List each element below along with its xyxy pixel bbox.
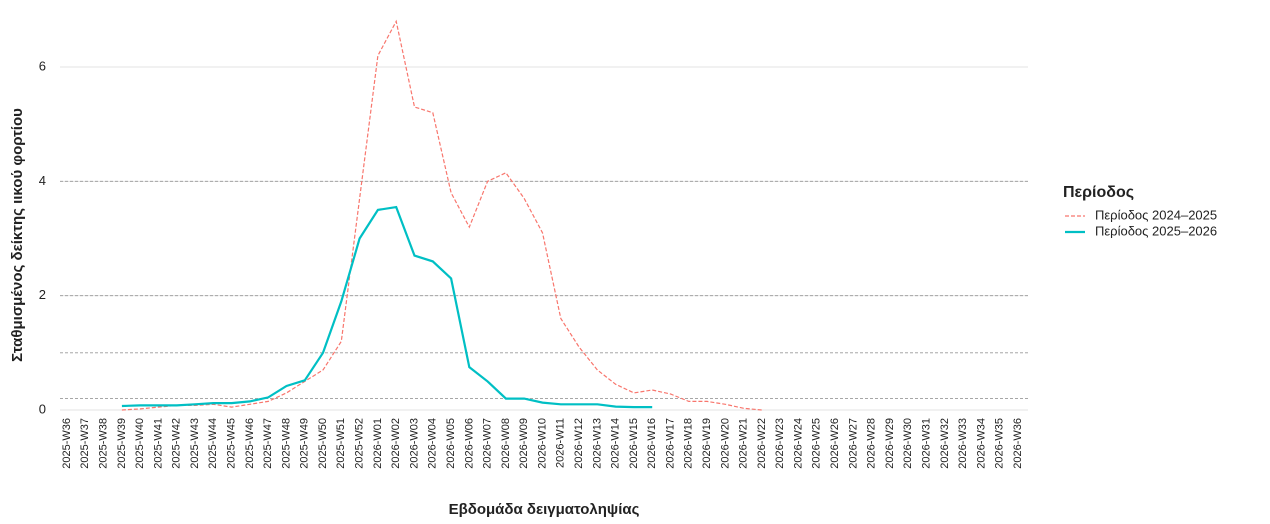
x-tick-label: 2026-W15 <box>628 418 640 469</box>
x-tick-label: 2026-W01 <box>372 418 384 469</box>
x-tick-label: 2025-W48 <box>280 418 292 469</box>
x-tick-label: 2026-W22 <box>756 418 768 469</box>
y-axis-title: Σταθμισμένος δείκτης ιικού φορτίου <box>9 108 26 362</box>
legend-label: Περίοδος 2025–2026 <box>1095 223 1217 238</box>
x-tick-label: 2026-W26 <box>829 418 841 469</box>
x-tick-label: 2026-W32 <box>939 418 951 469</box>
x-tick-label: 2026-W30 <box>902 418 914 469</box>
x-tick-label: 2025-W46 <box>244 418 256 469</box>
x-tick-label: 2026-W04 <box>427 418 439 469</box>
x-tick-label: 2026-W28 <box>866 418 878 469</box>
x-tick-label: 2026-W21 <box>738 418 750 469</box>
x-tick-label: 2026-W16 <box>646 418 658 469</box>
legend-label: Περίοδος 2024–2025 <box>1095 207 1217 222</box>
x-tick-label: 2026-W13 <box>591 418 603 469</box>
y-tick-label: 4 <box>39 173 46 188</box>
x-tick-label: 2026-W36 <box>1012 418 1024 469</box>
x-tick-label: 2026-W24 <box>792 418 804 469</box>
x-tick-label: 2026-W03 <box>408 418 420 469</box>
x-tick-label: 2026-W34 <box>975 418 987 469</box>
y-tick-label: 6 <box>39 58 46 73</box>
x-tick-label: 2026-W23 <box>774 418 786 469</box>
x-tick-label: 2025-W36 <box>61 418 73 469</box>
y-tick-label: 2 <box>39 287 46 302</box>
x-tick-label: 2026-W18 <box>683 418 695 469</box>
x-tick-label: 2025-W37 <box>79 418 91 469</box>
y-tick-label: 0 <box>39 401 46 416</box>
x-tick-label: 2025-W52 <box>354 418 366 469</box>
x-tick-label: 2026-W31 <box>920 418 932 469</box>
x-tick-label: 2025-W47 <box>262 418 274 469</box>
x-tick-label: 2025-W38 <box>97 418 109 469</box>
x-tick-label: 2025-W45 <box>226 418 238 469</box>
x-tick-label: 2026-W25 <box>811 418 823 469</box>
x-tick-label: 2026-W29 <box>884 418 896 469</box>
x-tick-label: 2026-W06 <box>463 418 475 469</box>
series-line <box>121 19 763 411</box>
x-tick-label: 2026-W33 <box>957 418 969 469</box>
x-tick-label: 2026-W14 <box>610 418 622 469</box>
x-tick-label: 2026-W07 <box>482 418 494 469</box>
x-tick-label: 2025-W51 <box>335 418 347 469</box>
x-tick-label: 2025-W43 <box>189 418 201 469</box>
x-tick-label: 2025-W50 <box>317 418 329 469</box>
x-tick-label: 2026-W27 <box>847 418 859 469</box>
x-tick-label: 2026-W11 <box>555 418 567 468</box>
x-tick-label: 2026-W35 <box>994 418 1006 469</box>
x-tick-label: 2025-W42 <box>171 418 183 469</box>
x-tick-label: 2026-W19 <box>701 418 713 469</box>
x-tick-label: 2026-W05 <box>445 418 457 469</box>
x-tick-label: 2026-W08 <box>500 418 512 469</box>
x-tick-label: 2026-W02 <box>390 418 402 469</box>
x-tick-label: 2025-W39 <box>116 418 128 469</box>
x-tick-label: 2025-W40 <box>134 418 146 469</box>
legend-title: Περίοδος <box>1063 184 1134 201</box>
x-tick-label: 2025-W49 <box>299 418 311 469</box>
x-tick-label: 2026-W20 <box>719 418 731 469</box>
x-axis-title: Εβδομάδα δειγματοληψίας <box>449 501 640 518</box>
x-tick-label: 2025-W41 <box>152 418 164 469</box>
series-line <box>121 205 653 409</box>
x-tick-label: 2026-W09 <box>518 418 530 469</box>
x-tick-label: 2026-W17 <box>664 418 676 469</box>
x-tick-label: 2025-W44 <box>207 418 219 469</box>
x-tick-label: 2026-W12 <box>573 418 585 469</box>
x-tick-label: 2026-W10 <box>536 418 548 469</box>
